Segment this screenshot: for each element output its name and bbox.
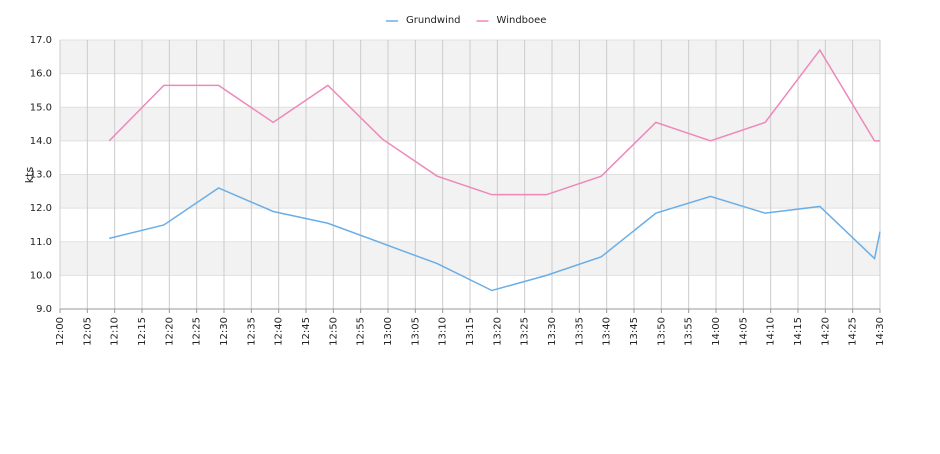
x-tick-label: 13:45	[629, 317, 640, 346]
x-tick-label: 13:20	[492, 317, 503, 346]
x-tick-label: 13:35	[574, 317, 585, 346]
x-tick-label: 12:20	[164, 317, 175, 346]
x-tick-label: 13:15	[465, 317, 476, 346]
y-tick-label: 15.0	[30, 102, 52, 113]
x-tick-label: 12:25	[192, 317, 203, 346]
y-axis-label: kts	[23, 167, 36, 184]
y-tick-label: 13.0	[30, 170, 52, 181]
x-tick-label: 14:30	[875, 317, 886, 346]
legend-label: Windboee	[497, 15, 547, 26]
x-tick-label: 12:15	[137, 317, 148, 346]
x-tick-label: 12:50	[328, 317, 339, 346]
x-tick-label: 12:05	[82, 317, 93, 346]
x-tick-label: 12:55	[356, 317, 367, 346]
x-tick-label: 14:05	[738, 317, 749, 346]
x-tick-label: 14:25	[848, 317, 859, 346]
y-tick-label: 10.0	[30, 270, 52, 281]
x-tick-label: 13:25	[520, 317, 531, 346]
y-tick-label: 9.0	[36, 304, 52, 315]
x-tick-label: 13:50	[656, 317, 667, 346]
y-tick-label: 14.0	[30, 136, 52, 147]
legend-label: Grundwind	[406, 15, 461, 26]
x-tick-label: 12:35	[246, 317, 257, 346]
x-tick-label: 14:15	[793, 317, 804, 346]
x-tick-label: 13:40	[602, 317, 613, 346]
y-tick-label: 17.0	[30, 35, 52, 46]
x-tick-label: 14:10	[766, 317, 777, 346]
x-tick-label: 12:10	[110, 317, 121, 346]
series-line	[109, 187, 881, 292]
x-tick-label: 13:10	[438, 317, 449, 346]
y-tick-label: 12.0	[30, 203, 52, 214]
series-line	[108, 48, 880, 196]
x-tick-label: 13:55	[684, 317, 695, 346]
x-tick-label: 13:30	[547, 317, 558, 346]
x-tick-label: 13:05	[410, 317, 421, 346]
x-tick-label: 12:30	[219, 317, 230, 346]
y-tick-label: 16.0	[30, 69, 52, 80]
y-tick-label: 11.0	[30, 237, 52, 248]
x-tick-label: 12:00	[55, 317, 66, 346]
x-tick-label: 12:40	[274, 317, 285, 346]
x-tick-label: 14:00	[711, 317, 722, 346]
x-tick-label: 13:00	[383, 317, 394, 346]
x-tick-label: 12:45	[301, 317, 312, 346]
x-tick-label: 14:20	[820, 317, 831, 346]
